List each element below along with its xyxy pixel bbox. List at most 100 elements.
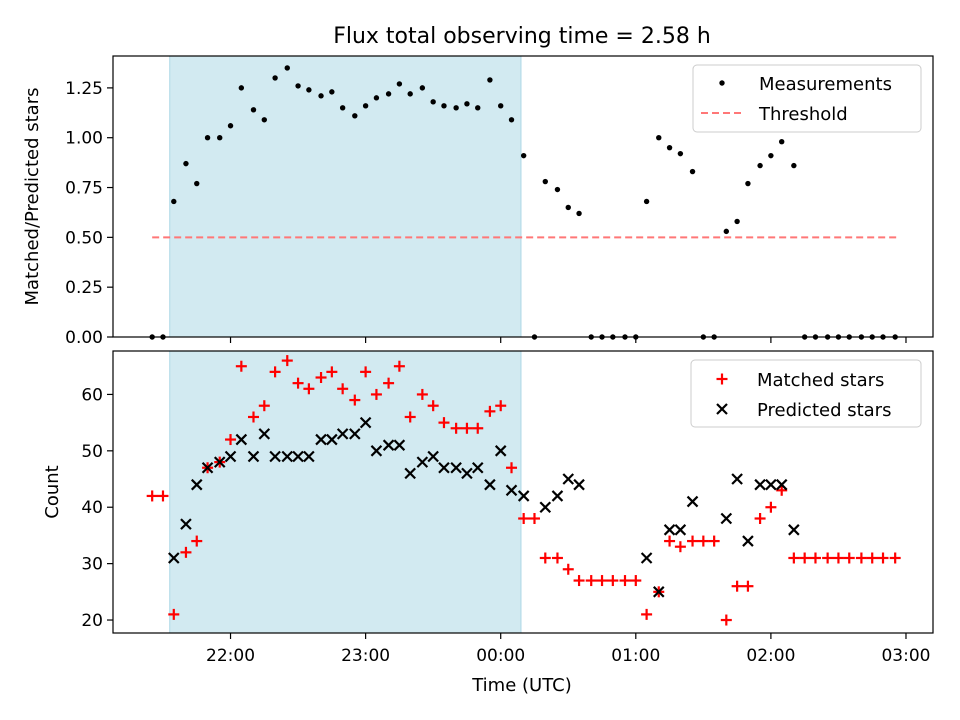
matched-star-point bbox=[157, 490, 169, 502]
predicted-star-point bbox=[427, 450, 439, 463]
measurement-point bbox=[430, 99, 436, 105]
predicted-star-point bbox=[686, 495, 699, 508]
measurement-point bbox=[734, 218, 740, 225]
matched-star-point bbox=[708, 535, 720, 547]
predicted-star-point-b bbox=[461, 467, 473, 480]
bottom-ytick-label: 50 bbox=[81, 442, 103, 462]
predicted-star-point-b bbox=[505, 484, 518, 497]
measurement-point bbox=[227, 123, 234, 129]
measurement-point bbox=[419, 85, 426, 91]
top-y-axis-label: Matched/Predicted stars bbox=[22, 88, 43, 306]
bottom-legend: Matched stars Predicted stars bbox=[690, 359, 922, 428]
predicted-star-point-b bbox=[720, 512, 733, 525]
measurement-point bbox=[745, 180, 751, 187]
predicted-star-point bbox=[247, 450, 260, 463]
measurement-point bbox=[396, 81, 403, 87]
predicted-star-point bbox=[562, 473, 575, 485]
predicted-star-point-b bbox=[562, 473, 575, 485]
predicted-star-point bbox=[370, 445, 383, 457]
predicted-star-point bbox=[315, 433, 327, 446]
predicted-star-point-b bbox=[258, 428, 271, 440]
matched-star-point bbox=[326, 366, 338, 378]
legend-threshold-label: Threshold bbox=[758, 104, 848, 125]
matched-star-point bbox=[720, 614, 732, 626]
predicted-star-point-b bbox=[201, 461, 214, 474]
matched-star-point bbox=[754, 513, 766, 525]
matched-star-point bbox=[146, 490, 158, 502]
matched-star-point bbox=[822, 552, 834, 564]
bottom-ytick-label: 60 bbox=[81, 385, 103, 405]
matched-star-point bbox=[180, 546, 192, 558]
predicted-star-point bbox=[754, 478, 766, 491]
predicted-star-point bbox=[775, 478, 788, 491]
bottom-xtick-label: 00:00 bbox=[476, 646, 525, 666]
predicted-star-point-b bbox=[269, 450, 281, 463]
matched-star-point bbox=[607, 575, 619, 587]
matched-star-point bbox=[809, 552, 821, 564]
measurement-point bbox=[261, 117, 268, 123]
legend-measurement-marker bbox=[719, 80, 725, 86]
measurement-point bbox=[306, 87, 312, 93]
measurement-point bbox=[498, 103, 504, 109]
matched-star-point bbox=[585, 575, 597, 587]
predicted-star-point-b bbox=[663, 524, 676, 536]
predicted-star-point-b bbox=[427, 450, 439, 463]
predicted-star-point-b bbox=[652, 586, 665, 598]
measurement-point bbox=[183, 160, 189, 167]
top-ytick-label: 1.00 bbox=[65, 129, 103, 149]
measurement-points bbox=[149, 65, 898, 340]
matched-star-point bbox=[539, 552, 551, 564]
matched-star-point bbox=[416, 388, 428, 400]
predicted-star-point bbox=[224, 450, 237, 463]
x-axis-label: Time (UTC) bbox=[471, 675, 572, 696]
measurement-point bbox=[778, 138, 785, 145]
predicted-star-point bbox=[484, 478, 496, 491]
predicted-star-point bbox=[742, 535, 754, 547]
matched-star-point bbox=[225, 434, 237, 446]
predicted-star-point bbox=[438, 461, 450, 474]
measurement-point bbox=[666, 144, 673, 151]
predicted-star-point bbox=[393, 439, 406, 451]
matched-star-point bbox=[281, 355, 293, 367]
predicted-star-point-b bbox=[349, 428, 361, 440]
bottom-x-ticks: 22:00 23:00 00:00 01:00 02:00 03:00 bbox=[206, 633, 930, 666]
predicted-star-point bbox=[471, 461, 484, 474]
predicted-star-point-b bbox=[674, 524, 687, 536]
measurement-point bbox=[689, 168, 696, 175]
matched-star-point bbox=[641, 608, 653, 620]
matched-star-point bbox=[360, 366, 372, 378]
predicted-star-point-b bbox=[315, 433, 327, 446]
predicted-star-point-b bbox=[292, 450, 304, 463]
measurement-point bbox=[565, 204, 571, 211]
matched-star-point bbox=[315, 372, 327, 384]
measurement-point bbox=[250, 107, 257, 113]
legend-predicted-cross-b bbox=[716, 403, 728, 415]
matched-star-point bbox=[269, 366, 281, 378]
predicted-star-point-b bbox=[404, 467, 416, 480]
legend-predicted-label: Predicted stars bbox=[757, 400, 891, 421]
top-ytick-label: 0.75 bbox=[65, 179, 103, 199]
matched-star-point bbox=[461, 422, 473, 434]
matched-star-point bbox=[235, 360, 247, 372]
legend-matched-plus bbox=[716, 373, 728, 385]
measurement-point bbox=[757, 162, 763, 169]
matched-star-point bbox=[562, 563, 574, 575]
top-legend: Measurements Threshold bbox=[692, 64, 922, 133]
measurement-point bbox=[295, 83, 301, 89]
predicted-star-point-b bbox=[450, 461, 462, 474]
predicted-star-point bbox=[292, 450, 304, 463]
top-y-ticks: 0.00 0.25 0.50 0.75 1.00 1.25 bbox=[65, 79, 113, 348]
predicted-star-point bbox=[765, 478, 777, 491]
predicted-star-point bbox=[281, 450, 294, 463]
predicted-star-point bbox=[349, 428, 361, 440]
matched-star-point bbox=[484, 405, 496, 417]
bottom-xtick-label: 22:00 bbox=[206, 646, 255, 666]
matched-star-point bbox=[619, 575, 631, 587]
predicted-star-point bbox=[450, 461, 462, 474]
predicted-star-point-b bbox=[303, 450, 315, 463]
matched-star-point bbox=[303, 383, 315, 395]
matched-star-point bbox=[742, 580, 754, 592]
predicted-star-point-b bbox=[180, 518, 192, 530]
bottom-ytick-label: 20 bbox=[81, 611, 103, 631]
